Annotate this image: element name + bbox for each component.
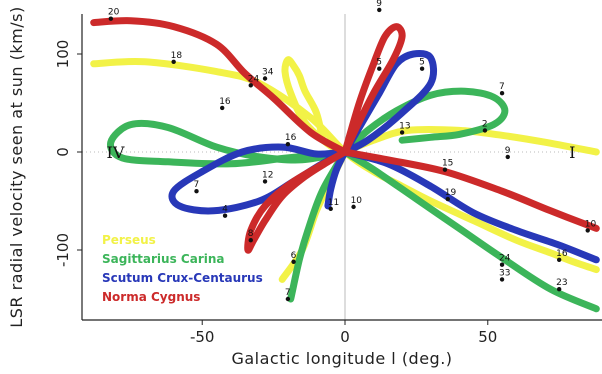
data-point <box>556 287 562 292</box>
data-point <box>445 196 450 202</box>
quadrant-label: IV <box>107 143 125 162</box>
series-line-loop <box>341 23 406 156</box>
x-axis-title: Galactic longitude l (deg.) <box>231 349 452 368</box>
legend-entry: Scutum Crux-Centaurus <box>102 271 263 285</box>
data-point <box>351 204 356 210</box>
data-label: 13 <box>399 121 410 131</box>
data-label: 9 <box>376 0 382 9</box>
series-line-tail <box>341 148 600 313</box>
data-point <box>377 7 382 13</box>
x-tick-label: -50 <box>190 328 215 346</box>
data-point <box>222 213 228 218</box>
data-point <box>399 130 405 135</box>
quadrant-label: I <box>569 143 575 162</box>
series-line-tail <box>341 148 600 232</box>
point-labels: 18 24 13 9 11 33 16 7 2 6 7 24 23 16 7 4 19 16 5 10 20 34 12 8 1… <box>108 0 597 302</box>
y-tick-label: 100 <box>54 40 72 69</box>
data-point <box>171 59 176 65</box>
data-point <box>505 154 510 160</box>
data-label: 11 <box>328 198 339 208</box>
data-label: 19 <box>445 188 457 198</box>
data-point <box>262 76 268 81</box>
data-point <box>248 238 253 243</box>
data-label: 24 <box>499 254 511 264</box>
data-point <box>556 257 562 262</box>
data-point <box>482 128 488 133</box>
data-label: 23 <box>556 278 567 288</box>
data-point <box>194 189 199 194</box>
y-tick-label: 0 <box>54 147 72 157</box>
series-line-points <box>90 17 349 156</box>
series-line-branch <box>287 148 349 303</box>
data-point <box>285 296 291 302</box>
data-label: 20 <box>108 8 120 18</box>
data-point <box>248 83 253 88</box>
series-norma-cygnus <box>90 17 600 254</box>
data-label: 2 <box>482 119 488 129</box>
legend-entry: Sagittarius Carina <box>102 252 224 266</box>
data-label: 10 <box>351 196 363 206</box>
legend: Perseus Sagittarius Carina Scutum Crux-Cen… <box>102 233 263 304</box>
data-point <box>499 262 505 267</box>
y-tick-label: -100 <box>54 233 72 267</box>
data-label: 12 <box>262 170 273 180</box>
data-label: 5 <box>376 58 382 68</box>
data-label: 24 <box>248 74 260 84</box>
data-point <box>108 16 114 21</box>
data-point <box>220 105 225 111</box>
data-point <box>291 259 296 264</box>
data-label: 33 <box>499 268 510 278</box>
data-point <box>285 141 291 147</box>
data-point <box>377 66 382 71</box>
series-line-branch <box>324 148 349 210</box>
legend-entry: Perseus <box>102 233 156 247</box>
series-line-points <box>107 119 349 168</box>
data-label: 9 <box>505 146 511 156</box>
data-label: 7 <box>285 288 291 298</box>
data-label: 7 <box>194 180 200 190</box>
data-label: 6 <box>291 251 297 261</box>
series-line-branch <box>244 148 349 254</box>
data-point <box>262 179 268 184</box>
series-sagittarius-carina <box>107 87 600 313</box>
data-point <box>585 228 590 233</box>
data-label: 34 <box>262 68 274 78</box>
data-point <box>328 206 333 212</box>
data-label: 5 <box>419 58 425 68</box>
data-label: 16 <box>219 97 231 107</box>
series-line-tail <box>341 148 600 264</box>
series-scutum-crux-centaurus <box>168 49 600 264</box>
data-label: 18 <box>171 51 183 61</box>
y-axis-title: LSR radial velocity seen at sun (km/s) <box>7 6 26 327</box>
data-label: 16 <box>285 133 297 143</box>
data-label: 4 <box>222 205 228 215</box>
axes: IV I 100 0 -100 -50 0 50 Galactic longitude l (d… <box>7 6 602 368</box>
series-line-loop <box>341 87 509 156</box>
data-point <box>499 277 505 282</box>
legend-entry: Norma Cygnus <box>102 290 200 304</box>
series-marks <box>90 17 600 313</box>
data-point <box>419 66 425 71</box>
data-label: 8 <box>248 229 254 239</box>
data-point <box>442 167 448 172</box>
x-tick-label: 0 <box>340 328 350 346</box>
x-tick-label: 50 <box>478 328 497 346</box>
data-label: 15 <box>442 159 453 169</box>
series-line-points <box>341 49 438 156</box>
data-label: 10 <box>585 219 597 229</box>
data-label: 7 <box>499 82 505 92</box>
data-point <box>499 91 505 96</box>
data-label: 16 <box>556 249 568 259</box>
